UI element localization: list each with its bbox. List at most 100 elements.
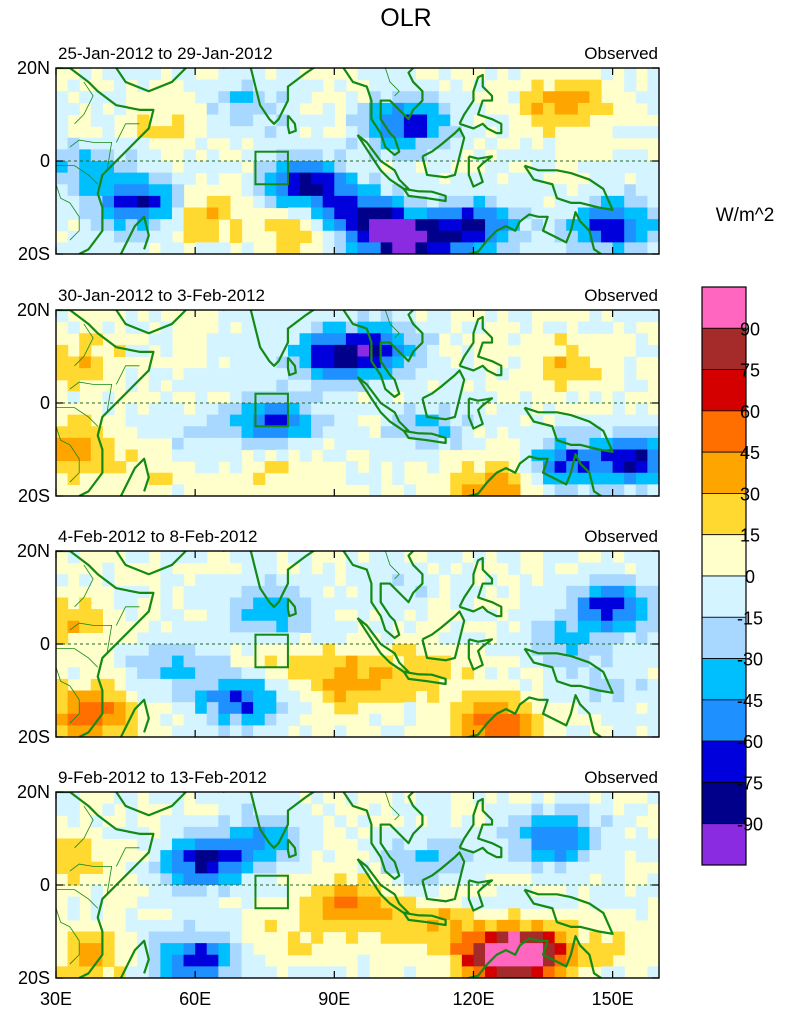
anomaly-cell	[125, 861, 138, 874]
anomaly-cell	[554, 826, 567, 840]
anomaly-cell	[612, 644, 625, 657]
anomaly-cell	[56, 702, 69, 715]
anomaly-cell	[647, 344, 659, 358]
panel-status-label: Observed	[584, 768, 658, 787]
anomaly-cell	[195, 850, 208, 863]
anomaly-cell	[438, 826, 451, 840]
anomaly-cell	[241, 585, 254, 599]
anomaly-cell	[171, 403, 185, 416]
anomaly-cell	[264, 321, 277, 334]
anomaly-cell	[577, 114, 591, 127]
anomaly-cell	[612, 161, 625, 174]
anomaly-cell	[218, 437, 231, 451]
anomaly-cell	[427, 574, 440, 587]
anomaly-cell	[183, 172, 196, 185]
anomaly-cell	[276, 230, 289, 243]
anomaly-cell	[635, 126, 649, 139]
anomaly-cell	[357, 908, 370, 921]
anomaly-cell	[67, 102, 80, 116]
anomaly-cell	[380, 184, 393, 197]
anomaly-cell	[171, 826, 185, 840]
anomaly-cell	[206, 826, 219, 840]
anomaly-cell	[67, 472, 80, 485]
anomaly-cell	[276, 461, 289, 474]
anomaly-cell	[264, 885, 277, 898]
anomaly-cell	[485, 161, 498, 174]
anomaly-cell	[334, 195, 347, 209]
anomaly-cell	[206, 655, 219, 668]
anomaly-cell	[624, 620, 637, 633]
colorbar-label: -45	[737, 691, 763, 711]
anomaly-cell	[566, 885, 579, 898]
anomaly-cell	[566, 79, 579, 92]
anomaly-cell	[357, 472, 370, 485]
anomaly-cell	[357, 195, 370, 209]
country-border	[115, 847, 140, 867]
anomaly-cell	[206, 414, 219, 427]
anomaly-cell	[380, 437, 393, 451]
anomaly-cell	[438, 230, 451, 243]
anomaly-cell	[195, 792, 208, 805]
anomaly-cell	[287, 172, 301, 185]
anomaly-cell	[102, 321, 115, 334]
anomaly-cell	[392, 678, 405, 692]
anomaly-cell	[90, 943, 103, 956]
anomaly-cell	[195, 461, 208, 474]
anomaly-cell	[647, 725, 659, 737]
anomaly-cell	[287, 91, 301, 104]
anomaly-cell	[334, 368, 347, 381]
anomaly-cell	[612, 632, 625, 645]
anomaly-cell	[531, 91, 544, 104]
anomaly-cell	[485, 919, 498, 933]
anomaly-cell	[427, 690, 440, 703]
anomaly-cell	[218, 368, 231, 381]
anomaly-cell	[264, 137, 277, 150]
panel-date-label: 4-Feb-2012 to 8-Feb-2012	[58, 527, 257, 546]
anomaly-cell	[160, 195, 173, 209]
anomaly-cell	[357, 678, 370, 692]
anomaly-cell	[496, 632, 509, 645]
anomaly-cell	[519, 149, 533, 162]
anomaly-cell	[345, 472, 359, 485]
anomaly-cell	[635, 219, 649, 232]
anomaly-cell	[461, 219, 475, 232]
anomaly-cell	[218, 725, 231, 737]
anomaly-cell	[427, 184, 440, 197]
anomaly-cell	[403, 219, 417, 232]
anomaly-cell	[171, 690, 185, 703]
coastline	[523, 888, 614, 935]
anomaly-cell	[113, 195, 127, 209]
anomaly-cell	[612, 655, 625, 668]
anomaly-cell	[450, 931, 463, 944]
anomaly-cell	[287, 149, 301, 162]
anomaly-cell	[635, 644, 649, 657]
anomaly-cell	[380, 172, 393, 185]
anomaly-cell	[543, 815, 556, 828]
anomaly-cell	[311, 414, 324, 427]
anomaly-cell	[450, 230, 463, 243]
anomaly-cell	[311, 919, 324, 933]
anomaly-cell	[612, 702, 625, 715]
anomaly-cell	[566, 850, 579, 863]
anomaly-cell	[357, 172, 370, 185]
anomaly-cell	[102, 690, 115, 703]
anomaly-cell	[148, 161, 161, 174]
anomaly-cell	[624, 414, 637, 427]
anomaly-cell	[171, 725, 185, 737]
anomaly-cell	[345, 931, 359, 944]
anomaly-cell	[218, 321, 231, 334]
anomaly-cell	[554, 609, 567, 622]
anomaly-cell	[79, 838, 92, 851]
country-border	[384, 68, 400, 97]
anomaly-cell	[647, 850, 659, 863]
anomaly-cell	[519, 391, 533, 404]
anomaly-cell	[67, 873, 80, 886]
anomaly-cell	[601, 172, 614, 185]
country-border	[69, 202, 80, 241]
anomaly-cell	[322, 333, 335, 346]
anomaly-cell	[287, 426, 301, 439]
anomaly-cell	[589, 826, 602, 840]
anomaly-cell	[601, 873, 614, 886]
anomaly-cell	[218, 792, 231, 805]
anomaly-cell	[276, 574, 289, 587]
